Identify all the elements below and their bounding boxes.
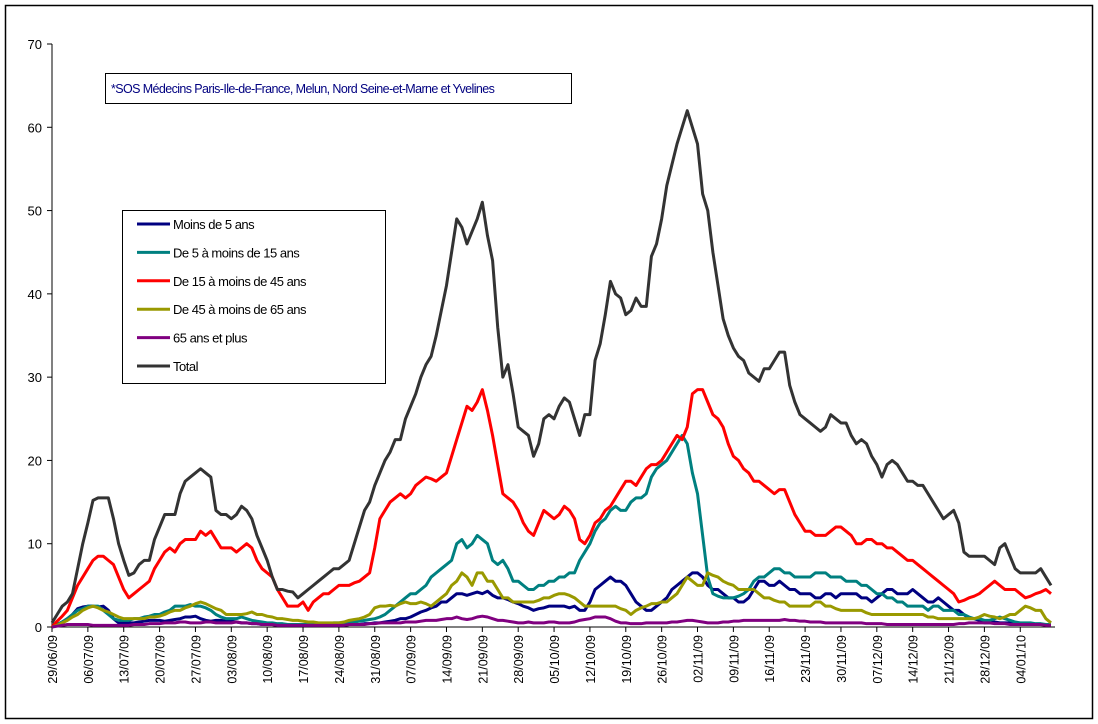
series-line	[51, 614, 1051, 629]
x-tick-label: 31/08/09	[369, 635, 383, 684]
y-tick-label: 30	[28, 370, 42, 385]
x-tick-label: 23/11/09	[799, 635, 813, 683]
x-tick-label: 14/12/09	[907, 635, 921, 684]
series-line	[51, 571, 1052, 629]
x-tick-label: 26/10/09	[656, 635, 670, 684]
legend-box	[122, 210, 386, 384]
annotation: *SOS Médecins Paris-Ile-de-France, Melun…	[111, 82, 495, 96]
legend-label: De 5 à moins de 15 ans	[173, 245, 300, 260]
y-tick-label: 0	[35, 620, 42, 635]
legend-label: 65 ans et plus	[173, 331, 248, 346]
x-tick-label: 21/09/09	[476, 635, 490, 684]
legend-label: Total	[173, 359, 199, 374]
y-tick-label: 60	[28, 120, 42, 135]
y-tick-label: 10	[28, 537, 42, 552]
x-tick-label: 07/12/09	[871, 635, 885, 684]
legend-label: Moins de 5 ans	[173, 217, 255, 232]
x-tick-label: 14/09/09	[440, 635, 454, 684]
x-tick-label: 06/07/09	[82, 635, 96, 684]
series-line	[51, 571, 1051, 629]
x-tick-label: 19/10/09	[620, 635, 634, 684]
series-line	[51, 433, 1051, 629]
x-tick-label: 28/09/09	[512, 635, 526, 684]
x-tick-label: 27/07/09	[189, 635, 203, 684]
x-tick-label: 16/11/09	[763, 635, 777, 683]
x-tick-label: 28/12/09	[978, 635, 992, 684]
x-tick-label: 10/08/09	[261, 635, 275, 684]
x-tick-label: 07/09/09	[405, 635, 419, 684]
y-tick-label: 40	[28, 287, 42, 302]
x-tick-label: 03/08/09	[225, 635, 239, 684]
legend-label: De 45 à moins de 65 ans	[173, 302, 307, 317]
x-tick-label: 13/07/09	[118, 635, 132, 684]
x-tick-label: 24/08/09	[333, 635, 347, 684]
x-tick-label: 04/01/10	[1014, 635, 1028, 684]
series-line	[50, 388, 1052, 628]
x-tick-label: 05/10/09	[548, 635, 562, 684]
x-tick-label: 20/07/09	[154, 635, 168, 684]
x-tick-label: 09/11/09	[727, 635, 741, 683]
x-tick-label: 29/06/09	[46, 635, 60, 684]
annotation-box	[105, 73, 572, 104]
x-tick-label: 30/11/09	[835, 635, 849, 683]
y-tick-label: 20	[28, 453, 42, 468]
x-tick-label: 17/08/09	[297, 635, 311, 684]
y-tick-label: 70	[28, 37, 42, 52]
x-tick-label: 21/12/09	[943, 635, 957, 684]
series-line	[50, 109, 1053, 624]
legend-label: De 15 à moins de 45 ans	[173, 274, 307, 289]
x-tick-label: 02/11/09	[692, 635, 706, 683]
x-tick-label: 12/10/09	[584, 635, 598, 684]
y-tick-label: 50	[28, 204, 42, 219]
